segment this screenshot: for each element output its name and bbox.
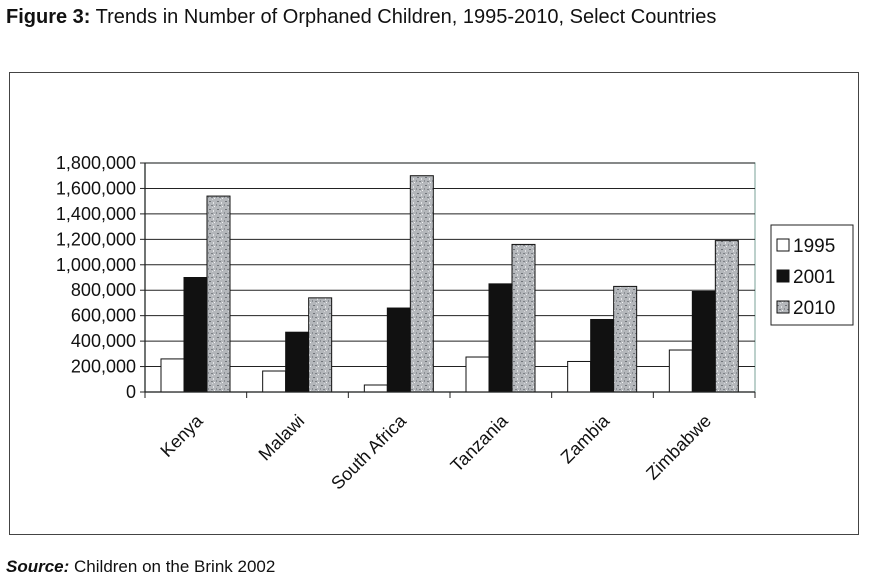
bar-2001-zimbabwe — [691, 290, 716, 393]
y-tick-label: 600,000 — [71, 306, 136, 326]
bar-2010-kenya — [206, 195, 231, 393]
legend-label-1995: 1995 — [793, 236, 835, 257]
bar-2010-zambia — [613, 285, 638, 393]
source-text: Children on the Brink 2002 — [74, 557, 276, 576]
figure-title: Figure 3: Trends in Number of Orphaned C… — [6, 6, 716, 29]
legend-label-2001: 2001 — [793, 267, 835, 288]
category-label: Zimbabwe — [642, 411, 715, 484]
bar-2001-kenya — [183, 277, 208, 393]
category-label: Zambia — [557, 410, 614, 467]
legend-swatch-1995 — [776, 238, 790, 252]
legend-label-2010: 2010 — [793, 298, 835, 319]
bar-1995-kenya — [160, 358, 185, 393]
legend-swatch-2010 — [776, 300, 790, 314]
bar-1995-zambia — [567, 360, 592, 393]
bar-2001-zambia — [590, 318, 615, 393]
bar-2010-malawi — [308, 297, 333, 393]
category-label: South Africa — [327, 410, 410, 493]
y-tick-label: 1,200,000 — [56, 229, 136, 249]
y-tick-label: 1,800,000 — [56, 153, 136, 173]
bar-2010-tanzania — [511, 243, 536, 393]
source-line: Source: Children on the Brink 2002 — [6, 557, 275, 577]
y-tick-label: 800,000 — [71, 280, 136, 300]
legend-swatch-2001 — [776, 269, 790, 283]
y-tick-label: 200,000 — [71, 357, 136, 377]
y-tick-label: 400,000 — [71, 331, 136, 351]
bar-1995-tanzania — [465, 356, 490, 393]
y-tick-label: 0 — [126, 382, 136, 402]
category-label: Kenya — [156, 410, 207, 461]
y-tick-label: 1,000,000 — [56, 255, 136, 275]
bar-2001-malawi — [285, 331, 310, 393]
category-label: Malawi — [255, 411, 309, 465]
y-tick-label: 1,600,000 — [56, 178, 136, 198]
y-tick-label: 1,400,000 — [56, 204, 136, 224]
bar-1995-zimbabwe — [668, 349, 693, 393]
source-prefix: Source: — [6, 557, 70, 576]
figure-title-text: Trends in Number of Orphaned Children, 1… — [95, 6, 717, 28]
bar-2010-south-africa — [409, 175, 434, 393]
plot-area-border — [144, 162, 756, 393]
bar-2001-south-africa — [386, 307, 411, 393]
bar-2001-tanzania — [488, 283, 513, 393]
bar-1995-malawi — [262, 370, 287, 393]
category-label: Tanzania — [447, 410, 513, 476]
figure-title-prefix: Figure 3: — [6, 6, 91, 28]
bar-2010-zimbabwe — [714, 240, 739, 393]
bar-1995-south-africa — [363, 384, 388, 393]
